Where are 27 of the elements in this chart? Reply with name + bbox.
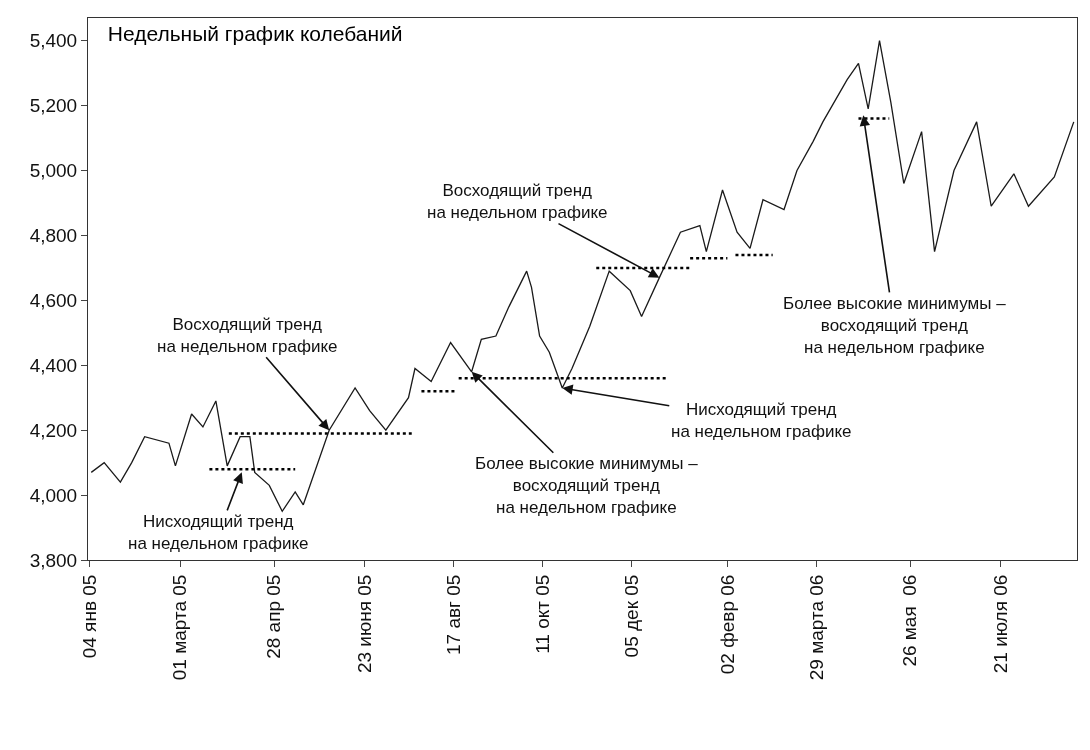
y-tick-label: 5,000 (29, 160, 78, 182)
annotation: Восходящий тренд на недельном графике (157, 315, 338, 357)
y-tick-label: 5,200 (29, 95, 78, 117)
x-tick-label: 26 мая 06 (899, 574, 921, 667)
y-tick-label: 4,200 (29, 419, 78, 441)
x-tick-label: 01 марта 05 (169, 574, 191, 681)
annotation: Нисходящий тренд на недельном графике (128, 512, 309, 554)
y-tick-label: 3,800 (29, 549, 78, 571)
x-tick-label: 28 апр 05 (263, 574, 285, 659)
x-tick-label: 21 июля 06 (990, 574, 1012, 674)
x-tick-label: 17 авг 05 (442, 574, 464, 656)
x-tick-label: 23 июня 05 (353, 574, 375, 674)
annotation: Восходящий тренд на недельном графике (427, 181, 608, 223)
x-tick-label: 04 янв 05 (78, 574, 100, 659)
annotation: Более высокие минимумы – восходящий тренд на недельном графике (475, 454, 699, 518)
x-tick-label: 05 дек 05 (621, 574, 643, 658)
y-tick-label: 5,400 (29, 30, 78, 52)
chart-title: Недельный график колебаний (107, 21, 403, 45)
y-tick-label: 4,400 (29, 354, 78, 376)
y-tick-label: 4,600 (29, 290, 78, 312)
x-tick-label: 29 марта 06 (805, 574, 827, 681)
annotation: Нисходящий тренд на недельном графике (671, 400, 852, 442)
y-tick-label: 4,800 (29, 225, 78, 247)
x-tick-label: 02 февр 06 (716, 574, 738, 675)
y-tick-label: 4,000 (29, 484, 78, 506)
x-tick-label: 11 окт 05 (532, 574, 554, 654)
annotation: Более высокие минимумы – восходящий тренд на недельном графике (783, 294, 1007, 358)
